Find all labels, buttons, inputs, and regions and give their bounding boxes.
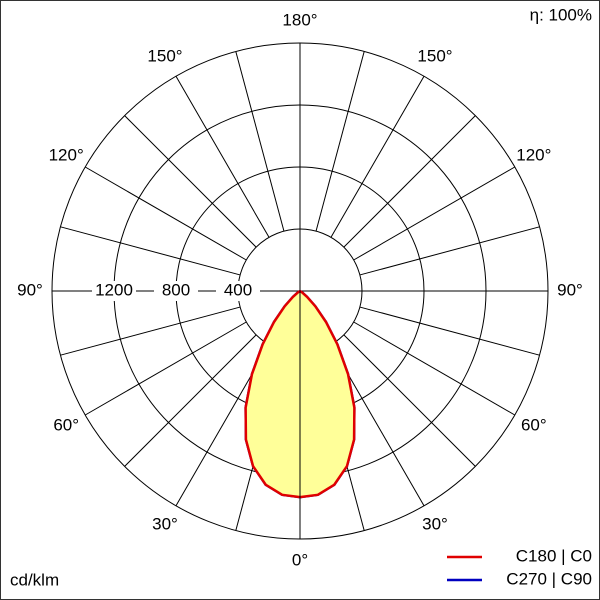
minor-spoke xyxy=(359,306,540,356)
intensity-curve xyxy=(244,289,301,499)
light-area xyxy=(300,291,355,498)
minor-spoke xyxy=(235,51,285,232)
angle-label: 30° xyxy=(152,514,178,533)
r-tick-label: 400 xyxy=(224,280,252,299)
minor-spoke xyxy=(315,51,365,232)
angle-label: 90° xyxy=(17,280,43,299)
angle-label: 120° xyxy=(49,145,84,164)
angle-label: 0° xyxy=(292,550,308,569)
spoke xyxy=(175,75,270,238)
label-bg xyxy=(92,281,136,301)
angle-label: 150° xyxy=(417,47,452,66)
minor-spoke xyxy=(60,226,241,276)
r-tick-label: 1200 xyxy=(95,280,133,299)
minor-spoke xyxy=(124,115,257,248)
spoke xyxy=(353,321,516,416)
minor-spoke xyxy=(124,334,257,467)
legend-label: C180 | C0 xyxy=(516,546,592,565)
angle-label: 120° xyxy=(516,145,551,164)
light-area xyxy=(245,291,300,498)
angle-label: 90° xyxy=(557,280,583,299)
angle-label: 30° xyxy=(422,514,448,533)
spoke xyxy=(84,321,247,416)
intensity-curve xyxy=(299,289,356,499)
spoke xyxy=(330,75,425,238)
minor-spoke xyxy=(359,226,540,276)
unit-label: cd/klm xyxy=(10,570,59,589)
label-bg xyxy=(216,281,260,301)
minor-spoke xyxy=(60,306,241,356)
r-tick-label: 800 xyxy=(162,280,190,299)
legend-label: C270 | C90 xyxy=(506,569,592,588)
label-bg xyxy=(154,281,198,301)
angle-label: 60° xyxy=(53,415,79,434)
minor-spoke xyxy=(343,115,476,248)
spoke xyxy=(353,166,516,261)
efficiency-label: η: 100% xyxy=(530,5,592,24)
angle-label: 180° xyxy=(282,10,317,29)
angle-label: 150° xyxy=(147,47,182,66)
minor-spoke xyxy=(343,334,476,467)
spoke xyxy=(84,166,247,261)
angle-label: 60° xyxy=(521,415,547,434)
